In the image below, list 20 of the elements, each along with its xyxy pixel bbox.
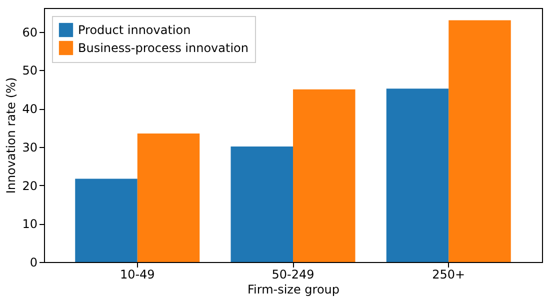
bar: [137, 133, 200, 262]
x-tick-label: 250+: [432, 268, 466, 282]
x-tick-label: 10-49: [120, 268, 155, 282]
bar: [293, 89, 356, 262]
y-tick-label: 30: [22, 140, 38, 154]
bar: [448, 20, 511, 262]
y-tick-label: 20: [22, 178, 38, 193]
y-tick-label: 60: [22, 25, 38, 40]
y-tick-label: 50: [22, 64, 38, 78]
x-axis-title: Firm-size group: [247, 282, 340, 296]
y-tick-label: 0: [30, 256, 38, 270]
legend-label: Product innovation: [78, 23, 191, 37]
bar: [230, 146, 293, 262]
y-tick-label: 10: [22, 217, 38, 232]
x-tick-label: 50-249: [272, 268, 314, 282]
bar: [386, 88, 449, 262]
legend-label: Business-process innovation: [78, 41, 249, 55]
bar: [75, 178, 138, 262]
y-tick-label: 40: [22, 102, 38, 116]
y-axis-title: Innovation rate (%): [4, 77, 18, 194]
